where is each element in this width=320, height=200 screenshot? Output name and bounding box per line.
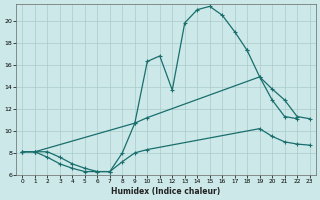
X-axis label: Humidex (Indice chaleur): Humidex (Indice chaleur) [111, 187, 221, 196]
